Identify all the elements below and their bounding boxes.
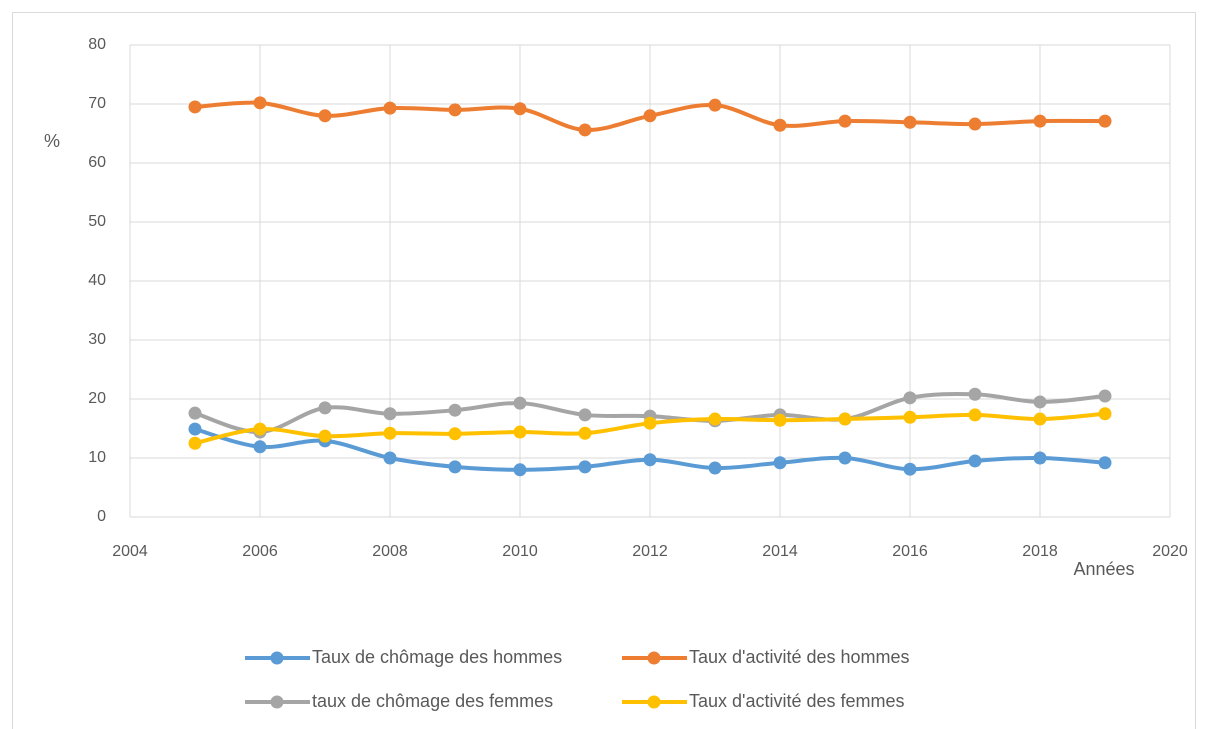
data-point: [513, 463, 527, 477]
data-point: [513, 102, 527, 116]
data-point: [968, 454, 982, 468]
data-point: [513, 425, 527, 439]
y-tick-label: 70: [88, 95, 106, 112]
data-point: [1098, 114, 1112, 128]
data-point: [318, 109, 332, 123]
data-point: [448, 427, 462, 441]
data-point: [448, 460, 462, 474]
data-point: [838, 451, 852, 465]
y-tick-label: 60: [88, 154, 106, 171]
data-point: [578, 408, 592, 422]
x-tick-label: 2004: [112, 543, 148, 560]
data-point: [253, 422, 267, 436]
data-point: [188, 100, 202, 114]
data-point: [773, 456, 787, 470]
data-point: [1098, 389, 1112, 403]
data-point: [838, 114, 852, 128]
data-point: [1033, 395, 1047, 409]
chart-frame: [12, 12, 1196, 729]
data-point: [968, 117, 982, 131]
data-point: [383, 451, 397, 465]
legend-marker: [647, 651, 661, 665]
x-tick-label: 2020: [1152, 543, 1188, 560]
data-point: [1098, 407, 1112, 421]
data-point: [773, 118, 787, 132]
data-point: [318, 429, 332, 443]
data-point: [903, 462, 917, 476]
data-point: [968, 387, 982, 401]
legend-marker: [270, 695, 284, 709]
data-point: [513, 396, 527, 410]
data-point: [903, 115, 917, 129]
data-point: [188, 406, 202, 420]
data-point: [383, 426, 397, 440]
data-point: [578, 123, 592, 137]
data-point: [188, 436, 202, 450]
data-point: [643, 453, 657, 467]
x-axis-label: Années: [1073, 559, 1134, 579]
y-tick-label: 20: [88, 390, 106, 407]
legend-marker: [270, 651, 284, 665]
data-point: [253, 96, 267, 110]
data-point: [838, 412, 852, 426]
y-tick-label: 10: [88, 449, 106, 466]
legend-label: Taux d'activité des femmes: [689, 691, 905, 711]
y-tick-label: 50: [88, 213, 106, 230]
data-point: [708, 461, 722, 475]
data-point: [383, 101, 397, 115]
y-tick-label: 0: [97, 508, 106, 525]
x-tick-label: 2008: [372, 543, 408, 560]
data-point: [448, 103, 462, 117]
x-tick-label: 2006: [242, 543, 278, 560]
data-point: [708, 412, 722, 426]
legend-label: taux de chômage des femmes: [312, 691, 553, 711]
y-tick-label: 80: [88, 36, 106, 53]
y-axis-label: %: [44, 131, 60, 151]
data-point: [903, 391, 917, 405]
y-tick-label: 30: [88, 331, 106, 348]
x-tick-label: 2014: [762, 543, 798, 560]
x-tick-label: 2018: [1022, 543, 1058, 560]
data-point: [1033, 451, 1047, 465]
data-point: [643, 416, 657, 430]
data-point: [383, 407, 397, 421]
data-point: [253, 440, 267, 454]
data-point: [188, 422, 202, 436]
data-point: [708, 98, 722, 112]
data-point: [773, 413, 787, 427]
data-point: [1033, 114, 1047, 128]
data-point: [578, 426, 592, 440]
data-point: [318, 401, 332, 415]
legend-marker: [647, 695, 661, 709]
data-point: [968, 408, 982, 422]
y-tick-label: 40: [88, 272, 106, 289]
data-point: [1098, 456, 1112, 470]
data-point: [643, 109, 657, 123]
x-tick-label: 2016: [892, 543, 928, 560]
data-point: [1033, 412, 1047, 426]
data-point: [448, 403, 462, 417]
legend-label: Taux de chômage des hommes: [312, 647, 562, 667]
legend-label: Taux d'activité des hommes: [689, 647, 910, 667]
data-point: [903, 410, 917, 424]
data-point: [578, 460, 592, 474]
x-tick-label: 2012: [632, 543, 668, 560]
x-tick-label: 2010: [502, 543, 538, 560]
